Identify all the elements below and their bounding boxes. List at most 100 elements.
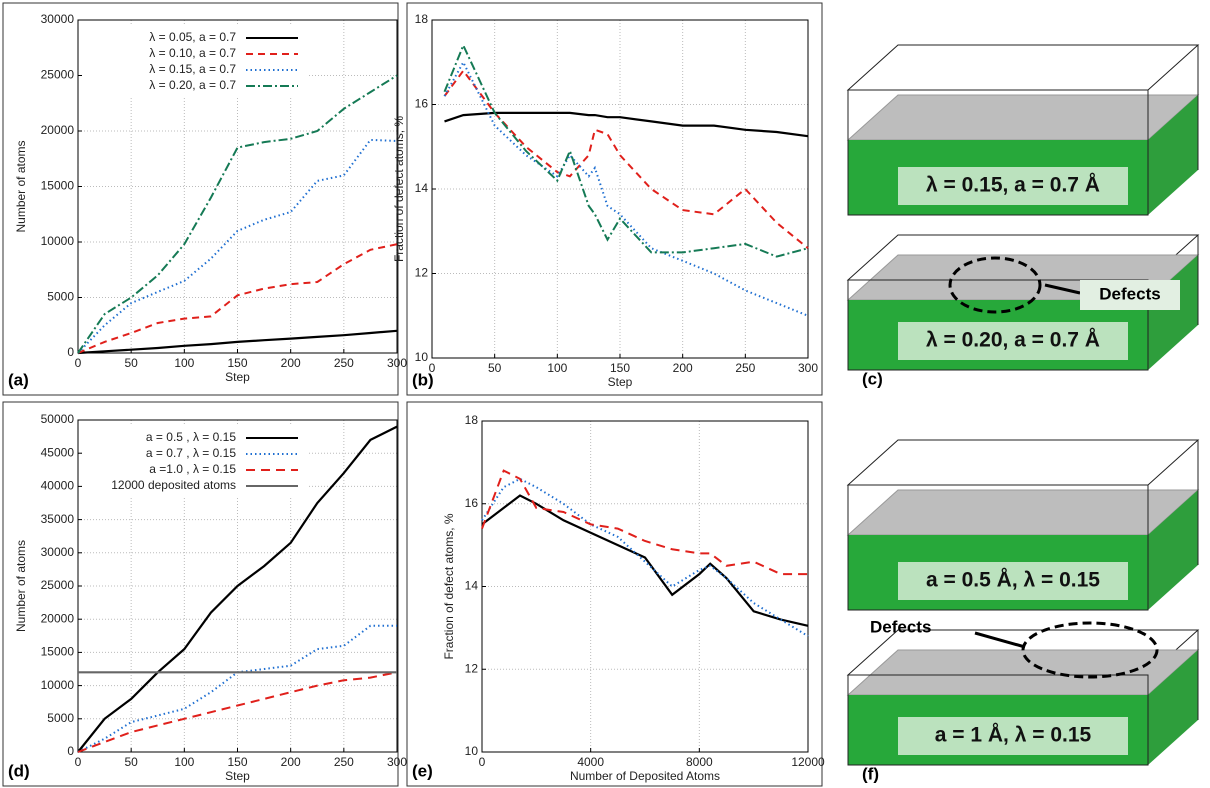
y-axis-title: Fraction of defect atoms, % — [392, 116, 406, 262]
legend-label: a = 0.5 , λ = 0.15 — [146, 430, 236, 444]
caption-box — [898, 562, 1128, 600]
panel-label: (d) — [8, 761, 30, 780]
defect-ellipse — [948, 256, 1042, 314]
y-tick-label: 15000 — [41, 179, 75, 193]
y-tick-label: 45000 — [41, 445, 75, 459]
series-line — [77, 329, 398, 355]
x-axis-title: Step — [225, 370, 250, 384]
x-tick-label: 150 — [227, 356, 247, 370]
x-tick-label: 200 — [673, 361, 693, 375]
x-tick-label: 50 — [124, 755, 138, 769]
y-tick-label: 30000 — [41, 545, 75, 559]
y-tick-label: 5000 — [47, 290, 74, 304]
caption: λ = 0.15, a = 0.7 Å — [926, 173, 1100, 197]
x-tick-label: 300 — [387, 755, 407, 769]
series-line — [77, 74, 398, 354]
atom-side — [1148, 95, 1198, 215]
x-tick-label: 8000 — [686, 755, 713, 769]
y-tick-label: 10000 — [41, 678, 75, 692]
x-tick-label: 250 — [334, 755, 354, 769]
x-tick-label: 0 — [429, 361, 436, 375]
arrow — [1044, 283, 1081, 295]
series-line — [481, 494, 809, 627]
y-tick-label: 10 — [415, 350, 429, 364]
x-tick-label: 250 — [334, 356, 354, 370]
plot-area — [431, 19, 809, 359]
x-tick-label: 50 — [488, 361, 502, 375]
atom-top-surface — [846, 649, 1200, 696]
panel-frame — [2, 401, 399, 787]
legend-label: λ = 0.15, a = 0.7 — [149, 62, 236, 76]
annotation-box — [1080, 280, 1180, 310]
atom-side — [1148, 490, 1198, 610]
panel-frame — [406, 2, 823, 396]
series-line — [77, 425, 398, 753]
x-tick-label: 0 — [75, 755, 82, 769]
y-tick-label: 15000 — [41, 645, 75, 659]
x-axis-title: Number of Deposited Atoms — [570, 769, 720, 783]
box-back — [846, 44, 1200, 91]
x-tick-label: 12000 — [791, 755, 825, 769]
caption-box — [898, 167, 1128, 205]
caption: a = 1 Å, λ = 0.15 — [935, 723, 1092, 747]
panel-frame — [406, 401, 823, 787]
series-line — [444, 111, 809, 138]
y-tick-label: 14 — [465, 579, 479, 593]
y-tick-label: 30000 — [41, 12, 75, 26]
atom-side — [1148, 650, 1198, 765]
caption-box — [898, 322, 1128, 360]
x-tick-label: 200 — [281, 755, 301, 769]
legend-label: λ = 0.20, a = 0.7 — [149, 78, 236, 92]
panel-label: (f) — [862, 764, 879, 783]
panel-frame — [2, 2, 399, 396]
x-tick-label: 0 — [479, 755, 486, 769]
arrow — [974, 631, 1026, 649]
plot-area — [481, 420, 809, 753]
x-tick-label: 250 — [735, 361, 755, 375]
box-front — [847, 674, 1149, 766]
series-line — [77, 138, 398, 354]
series-line — [443, 42, 809, 258]
caption-box — [898, 717, 1128, 755]
plot-area — [77, 419, 398, 753]
y-axis-title: Number of atoms — [14, 140, 28, 232]
y-tick-label: 18 — [415, 12, 429, 26]
y-tick-label: 10 — [465, 744, 479, 758]
y-tick-label: 12 — [415, 266, 429, 280]
series-line — [443, 69, 809, 249]
series-line — [77, 671, 398, 753]
y-tick-label: 10000 — [41, 234, 75, 248]
x-tick-label: 100 — [174, 755, 194, 769]
atom-top-surface — [846, 94, 1200, 141]
x-axis-title: Step — [608, 375, 633, 389]
caption: a = 0.5 Å, λ = 0.15 — [926, 568, 1100, 592]
panel-label: (e) — [412, 761, 433, 780]
y-tick-label: 0 — [67, 345, 74, 359]
y-tick-label: 20000 — [41, 611, 75, 625]
series-line — [481, 477, 809, 637]
annotation: Defects — [1099, 284, 1160, 303]
y-axis-title: Number of atoms — [14, 540, 28, 632]
y-tick-label: 20000 — [41, 123, 75, 137]
y-tick-label: 0 — [67, 744, 74, 758]
atom-top-surface — [846, 489, 1200, 536]
x-axis-title: Step — [225, 769, 250, 783]
panel-label: (c) — [862, 369, 883, 388]
defect-ellipse — [1021, 621, 1159, 679]
y-tick-label: 50000 — [41, 412, 75, 426]
box-front — [847, 89, 1149, 216]
y-tick-label: 14 — [415, 181, 429, 195]
x-tick-label: 4000 — [577, 755, 604, 769]
legend-label: a =1.0 , λ = 0.15 — [149, 462, 236, 476]
box-front — [847, 484, 1149, 611]
atom-side — [1148, 255, 1198, 370]
y-tick-label: 16 — [415, 97, 429, 111]
x-tick-label: 300 — [798, 361, 818, 375]
x-tick-label: 50 — [124, 356, 138, 370]
x-tick-label: 200 — [281, 356, 301, 370]
legend-label: 12000 deposited atoms — [111, 478, 236, 492]
x-tick-label: 150 — [610, 361, 630, 375]
series-line — [481, 469, 808, 576]
